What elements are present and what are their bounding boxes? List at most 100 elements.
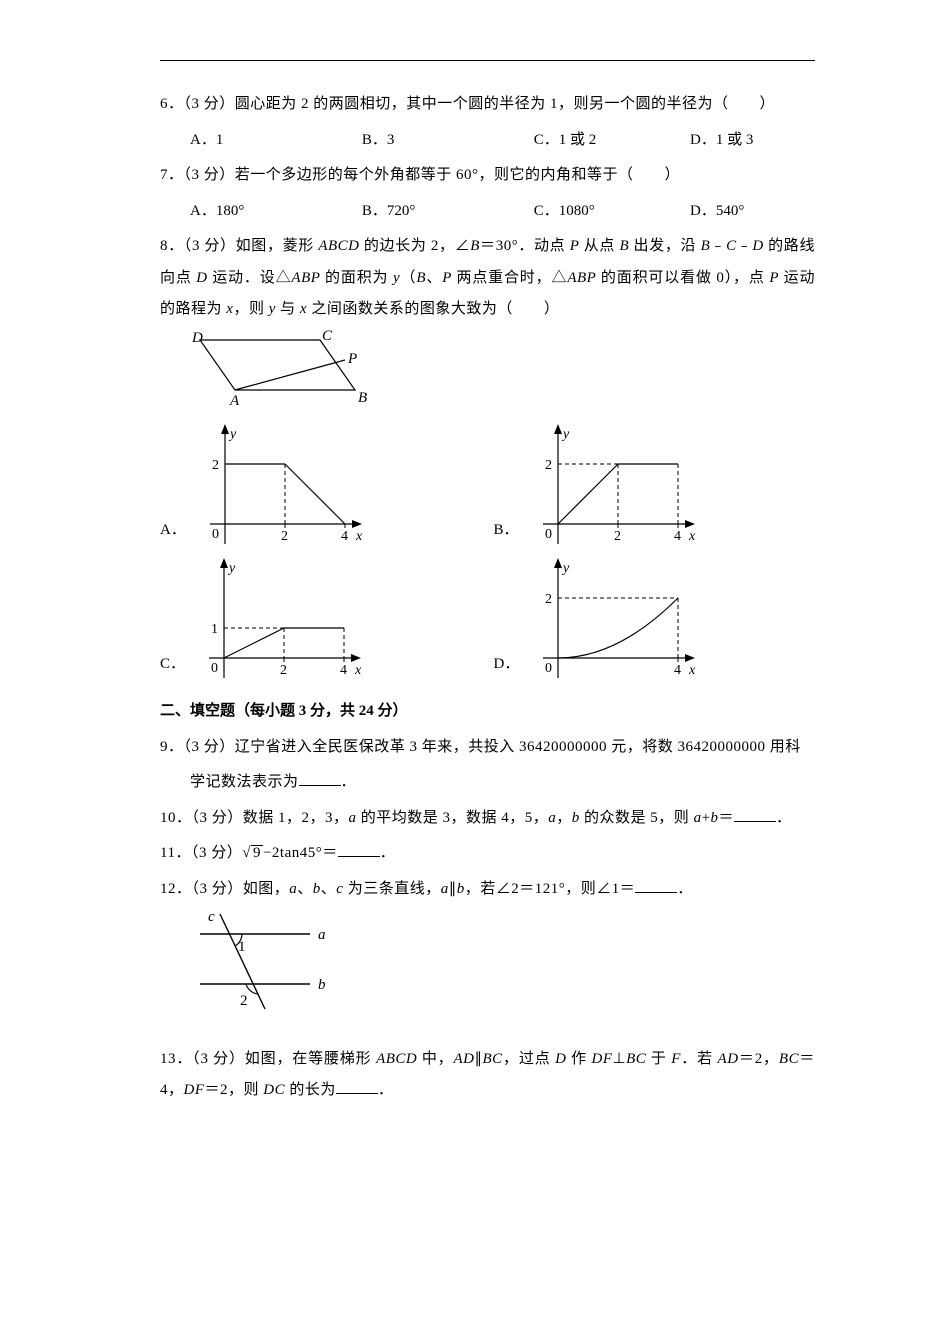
q8-B1: B bbox=[470, 238, 480, 254]
q12: 12．（3 分）如图，a、b、c 为三条直线，a∥b，若∠2＝121°，则∠1＝… bbox=[160, 874, 815, 906]
q8-d1: ﹣ bbox=[710, 238, 726, 254]
q13-DC: DC bbox=[263, 1082, 285, 1098]
q8-t4: 从点 bbox=[579, 238, 619, 254]
gA-x4: 4 bbox=[341, 529, 348, 544]
q13-DF2: DF bbox=[184, 1082, 205, 1098]
gD-x: x bbox=[688, 663, 696, 678]
q13-BC3: BC bbox=[779, 1051, 799, 1067]
q8-t15: 与 bbox=[276, 301, 300, 317]
top-rule bbox=[160, 60, 815, 61]
q12-fig-b: b bbox=[318, 977, 326, 993]
q13-F: F bbox=[671, 1051, 681, 1067]
q8-label-b: B． bbox=[494, 515, 523, 555]
q8-ABP2: ABP bbox=[567, 270, 596, 286]
q13-f: ．若 bbox=[681, 1051, 718, 1067]
q12-v2: b bbox=[313, 881, 321, 897]
gC-0: 0 bbox=[211, 661, 218, 676]
rhombus-A: A bbox=[229, 393, 240, 408]
q10-e: + bbox=[702, 810, 711, 826]
gA-0: 0 bbox=[212, 527, 219, 542]
gD-y: y bbox=[561, 561, 570, 576]
q13-c: ，过点 bbox=[503, 1051, 555, 1067]
q13-perp: ⊥ bbox=[613, 1051, 627, 1067]
q10-f: ＝ bbox=[719, 810, 735, 826]
gC-x: x bbox=[354, 663, 362, 678]
q8-label-a: A． bbox=[160, 515, 190, 555]
q13-g: ＝2， bbox=[739, 1051, 779, 1067]
q12-b: 为三条直线， bbox=[343, 881, 440, 897]
q12-c: ，若∠2＝121°，则∠1＝ bbox=[465, 881, 636, 897]
q6-options: A．1 B．3 C．1 或 2 D．1 或 3 bbox=[190, 125, 815, 157]
q8-P2: P bbox=[442, 270, 452, 286]
q8-P1: P bbox=[570, 238, 580, 254]
q10-v5: b bbox=[711, 810, 719, 826]
q7-options: A．180° B．720° C．1080° D．540° bbox=[190, 196, 815, 228]
q8-t7: 运动．设△ bbox=[208, 270, 292, 286]
gD-y2: 2 bbox=[545, 592, 552, 607]
q8-choice-c: C． bbox=[160, 558, 482, 688]
q8-P3: P bbox=[769, 270, 779, 286]
q12-v5: b bbox=[457, 881, 465, 897]
q8-t5: 出发，沿 bbox=[629, 238, 700, 254]
q8-abcd: ABCD bbox=[318, 238, 359, 254]
q8-t8: 的面积为 bbox=[320, 270, 393, 286]
q13-d: 作 bbox=[566, 1051, 591, 1067]
q7-opt-c: C．1080° bbox=[534, 196, 690, 228]
q8-t16: 之间函数关系的图象大致为（ ） bbox=[307, 301, 559, 317]
q8-D1: D bbox=[752, 238, 763, 254]
q13-i: ＝2，则 bbox=[205, 1082, 264, 1098]
rhombus-C: C bbox=[322, 330, 333, 344]
q12-a: 12．（3 分）如图， bbox=[160, 881, 289, 897]
q13-a: 13．（3 分）如图，在等腰梯形 bbox=[160, 1051, 376, 1067]
q12-d: ． bbox=[677, 881, 693, 897]
q9-line2: 学记数法表示为． bbox=[160, 767, 815, 799]
q8-t3: ＝30°．动点 bbox=[480, 238, 570, 254]
q11-blank bbox=[338, 841, 380, 857]
q10-a: 10．（3 分）数据 1，2，3， bbox=[160, 810, 349, 826]
q8-B2: B bbox=[619, 238, 629, 254]
q12-figure: a b c 1 2 bbox=[190, 909, 815, 1032]
q10-v1: a bbox=[349, 810, 357, 826]
q8-choices: A． y x bbox=[160, 424, 815, 688]
q10-b: 的平均数是 3，数据 4，5， bbox=[357, 810, 549, 826]
q6-opt-c: C．1 或 2 bbox=[534, 125, 690, 157]
gA-y2: 2 bbox=[212, 458, 219, 473]
gC-y: y bbox=[227, 561, 236, 576]
rhombus-D: D bbox=[191, 330, 203, 346]
q10: 10．（3 分）数据 1，2，3，a 的平均数是 3，数据 4，5，a，b 的众… bbox=[160, 803, 815, 835]
q12-v4: a bbox=[441, 881, 449, 897]
q13-AD: AD bbox=[454, 1051, 475, 1067]
q8-choice-b: B． bbox=[494, 424, 816, 554]
q11-sqrt: 9 bbox=[242, 838, 263, 870]
q8-d2: ﹣ bbox=[737, 238, 753, 254]
q8-figure-rhombus: D C A B P bbox=[190, 330, 815, 421]
q11-b: −2tan45°＝ bbox=[263, 845, 338, 861]
gB-x2: 2 bbox=[614, 529, 621, 544]
gA-x: x bbox=[355, 529, 363, 544]
q8-t2: 的边长为 2，∠ bbox=[360, 238, 471, 254]
q12-s2: 、 bbox=[321, 881, 337, 897]
q13-AD2: AD bbox=[718, 1051, 739, 1067]
q12-s1: 、 bbox=[297, 881, 313, 897]
q10-d: 的众数是 5，则 bbox=[580, 810, 694, 826]
gD-x4: 4 bbox=[674, 663, 681, 678]
q8-t10: 、 bbox=[426, 270, 442, 286]
q8-y2: y bbox=[269, 301, 276, 317]
q11-a: 11．（3 分） bbox=[160, 845, 242, 861]
gC-x4: 4 bbox=[340, 663, 347, 678]
q13-j: 的长为 bbox=[285, 1082, 336, 1098]
gA-x2: 2 bbox=[281, 529, 288, 544]
q11-c: ． bbox=[380, 845, 396, 861]
q8-t12: 的面积可以看做 0），点 bbox=[596, 270, 769, 286]
gD-0: 0 bbox=[545, 661, 552, 676]
q12-fig-a: a bbox=[318, 927, 326, 943]
q6-opt-d: D．1 或 3 bbox=[690, 125, 815, 157]
q12-fig-c: c bbox=[208, 909, 215, 925]
q11: 11．（3 分）9−2tan45°＝ ． bbox=[160, 838, 815, 870]
q13: 13．（3 分）如图，在等腰梯形 ABCD 中，AD∥BC，过点 D 作 DF⊥… bbox=[160, 1044, 815, 1107]
gB-0: 0 bbox=[545, 527, 552, 542]
q13-DF: DF bbox=[592, 1051, 613, 1067]
q8-label-c: C． bbox=[160, 649, 189, 689]
q8-ABP1: ABP bbox=[291, 270, 320, 286]
q13-b: 中， bbox=[417, 1051, 453, 1067]
